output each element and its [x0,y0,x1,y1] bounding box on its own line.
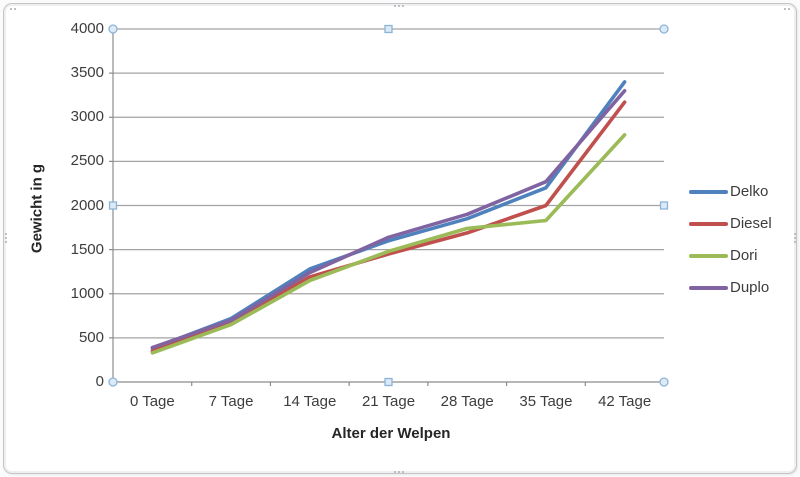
series-line-duplo[interactable] [150,89,627,350]
y-tick-label: 2000 [70,196,104,214]
series-line-diesel[interactable] [150,100,627,353]
frame-handle-bottom-icon[interactable] [394,471,406,473]
x-tick-label: 21 Tage [361,393,416,410]
frame-handle-topright-icon[interactable] [784,8,792,10]
legend-label: Delko [730,183,769,200]
x-tick-label: 7 Tage [208,393,254,410]
legend-item-diesel[interactable]: Diesel [689,214,772,233]
y-tick-label: 3500 [70,64,104,82]
x-tick-label: 42 Tage [598,393,652,410]
y-tick-label: 1500 [70,240,104,258]
legend-swatch-icon [689,221,728,226]
selection-handle-mid[interactable] [384,377,393,387]
y-tick-label: 0 [95,373,104,390]
legend-item-delko[interactable]: Delko [689,182,772,201]
y-tick-label: 3000 [70,108,104,126]
y-tick-label: 1000 [70,284,104,302]
y-tick-label: 2500 [70,152,104,170]
legend-label: Duplo [730,279,770,296]
y-axis-title: Gewicht in g [28,163,46,254]
selection-handle-mid[interactable] [659,201,669,210]
x-tick-label: 0 Tage [129,393,175,410]
x-tick-label: 28 Tage [440,393,494,410]
legend-swatch-icon [689,285,728,290]
series-line-delko[interactable] [150,80,627,351]
legend-item-duplo[interactable]: Duplo [689,278,772,297]
frame-handle-right-icon[interactable] [794,233,796,245]
selection-handle-corner[interactable] [108,24,118,34]
x-axis-title: Alter der Welpen [331,425,451,442]
legend-item-dori[interactable]: Dori [689,246,772,265]
selection-handle-corner[interactable] [659,24,669,34]
selection-handle-mid[interactable] [108,201,118,210]
series-line-dori[interactable] [150,133,627,355]
selection-handle-mid[interactable] [384,24,393,34]
y-tick-label: 4000 [70,20,104,37]
selection-handle-corner[interactable] [108,377,118,387]
legend-label: Diesel [730,215,772,232]
frame-handle-topleft-icon[interactable] [10,8,18,10]
chart-legend[interactable]: Delko Diesel Dori Duplo [689,182,772,297]
x-tick-label: 14 Tage [283,393,337,410]
legend-label: Dori [730,247,758,264]
legend-swatch-icon [689,189,728,194]
x-tick-label: 35 Tage [519,393,573,410]
legend-swatch-icon [689,253,728,258]
chart-object[interactable]: 0 500 1000 1500 2000 2500 3000 3500 4000 0 Tage 7… [3,3,797,474]
selection-handle-corner[interactable] [659,377,669,387]
frame-handle-left-icon[interactable] [5,233,7,245]
line-chart-plot-area[interactable] [4,4,798,475]
y-tick-label: 500 [78,328,104,346]
frame-handle-top-icon[interactable] [394,5,406,7]
